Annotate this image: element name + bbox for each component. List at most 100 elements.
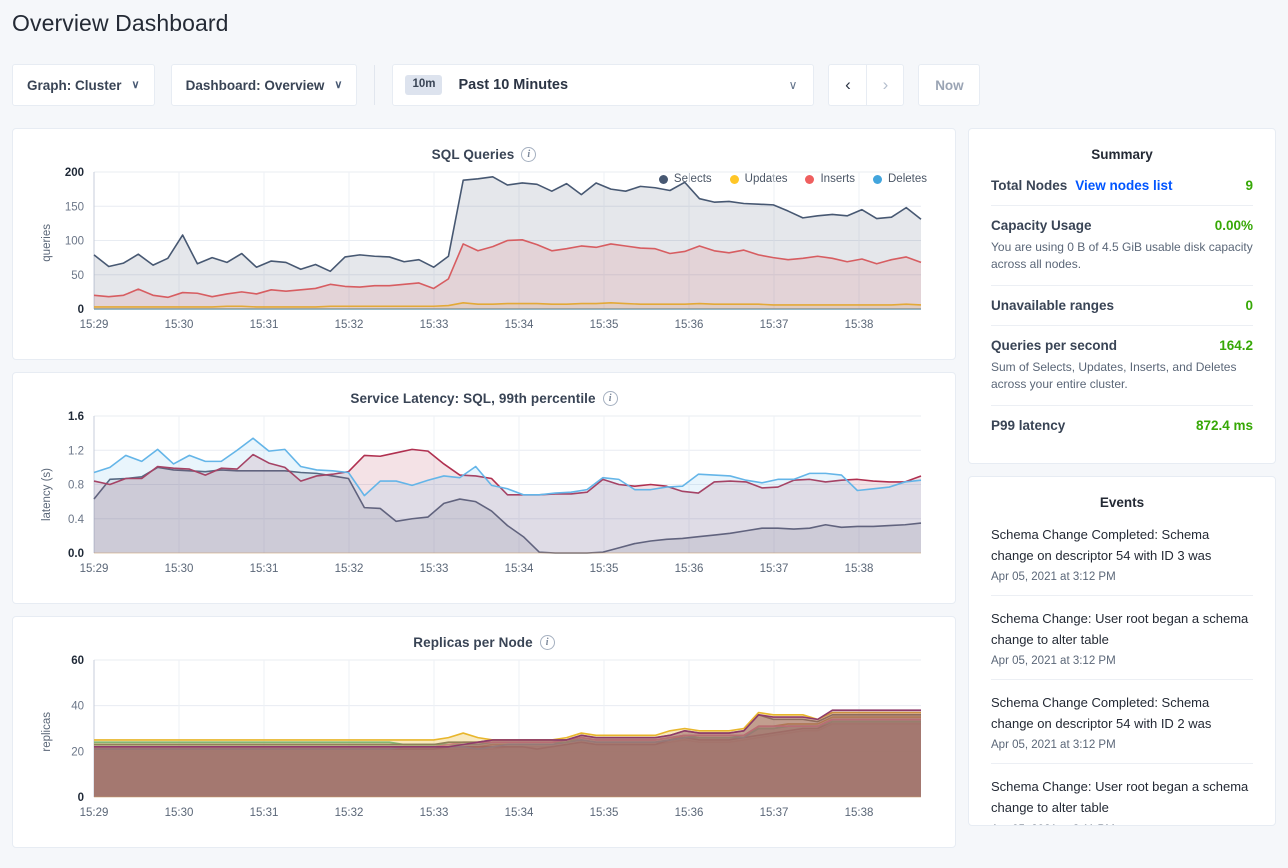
summary-label: Total Nodes bbox=[991, 178, 1068, 193]
summary-row: Unavailable ranges 0 bbox=[991, 285, 1253, 325]
svg-text:15:35: 15:35 bbox=[590, 563, 619, 575]
svg-text:100: 100 bbox=[65, 236, 84, 248]
event-timestamp: Apr 05, 2021 at 3:11 PM bbox=[991, 824, 1253, 826]
summary-row: Capacity Usage 0.00% You are using 0 B of … bbox=[991, 205, 1253, 285]
chevron-down-icon: ∨ bbox=[788, 78, 798, 92]
summary-description: You are using 0 B of 4.5 GiB usable disk… bbox=[991, 240, 1253, 272]
summary-row-head: P99 latency 872.4 ms bbox=[991, 418, 1253, 433]
info-icon[interactable]: i bbox=[539, 635, 555, 650]
svg-text:0.4: 0.4 bbox=[68, 514, 85, 526]
legend-item-inserts[interactable]: Inserts bbox=[805, 173, 855, 185]
previous-range-button[interactable]: ‹ bbox=[828, 64, 867, 106]
y-axis-label: queries bbox=[41, 224, 53, 262]
info-icon[interactable]: i bbox=[521, 147, 537, 162]
time-range-picker[interactable]: 10m Past 10 Minutes ∨ bbox=[392, 64, 815, 106]
summary-label: Queries per second bbox=[991, 338, 1118, 354]
event-timestamp: Apr 05, 2021 at 3:12 PM bbox=[991, 739, 1116, 752]
chevron-down-icon: ∨ bbox=[131, 78, 140, 91]
svg-text:15:36: 15:36 bbox=[675, 807, 704, 819]
now-button[interactable]: Now bbox=[918, 64, 981, 106]
time-nav-arrows: ‹ › bbox=[828, 64, 905, 106]
events-panel: Events Schema Change Completed: Schema c… bbox=[968, 476, 1276, 827]
svg-text:15:38: 15:38 bbox=[845, 563, 874, 575]
svg-text:0.8: 0.8 bbox=[68, 480, 84, 492]
svg-text:15:33: 15:33 bbox=[420, 319, 449, 331]
svg-text:15:29: 15:29 bbox=[80, 319, 109, 331]
dashboard-dropdown[interactable]: Dashboard: Overview ∨ bbox=[170, 64, 358, 106]
sidebar-column: Summary Total Nodes View nodes list 9 Capac… bbox=[968, 128, 1276, 827]
plot-replicas-per-node[interactable]: replicas 0 20 40 60 15:29 15:30 15:31 15:32 15:3… bbox=[13, 650, 955, 825]
svg-text:0: 0 bbox=[78, 304, 84, 316]
event-text: Schema Change Completed: Schema change o… bbox=[991, 695, 1212, 732]
chart-svg-sql-queries: 0 50 100 150 200 15:29 15:30 15:31 15:32 15:33 15:… bbox=[65, 167, 922, 331]
svg-text:15:32: 15:32 bbox=[335, 563, 364, 575]
summary-row: Queries per second 164.2 Sum of Selects, U… bbox=[991, 325, 1253, 405]
summary-row: P99 latency 872.4 ms bbox=[991, 405, 1253, 445]
chart-svg-service-latency: 0.0 0.4 0.8 1.2 1.6 15:29 15:30 15:31 15:32 15:33… bbox=[68, 411, 922, 575]
legend-dot-icon bbox=[873, 174, 882, 184]
svg-text:15:33: 15:33 bbox=[420, 563, 449, 575]
svg-text:15:34: 15:34 bbox=[505, 319, 534, 331]
legend-item-updates[interactable]: Updates bbox=[729, 173, 788, 185]
legend-label: Updates bbox=[744, 173, 788, 185]
svg-text:15:30: 15:30 bbox=[165, 319, 194, 331]
legend-label: Inserts bbox=[820, 173, 855, 185]
next-range-button[interactable]: › bbox=[866, 64, 905, 106]
legend-item-selects[interactable]: Selects bbox=[658, 173, 712, 185]
y-axis-label: replicas bbox=[41, 712, 53, 752]
dashboard-content: SQL Queries i Selects Updates Inserts bbox=[0, 128, 1288, 868]
summary-row: Total Nodes View nodes list 9 bbox=[991, 176, 1253, 205]
chart-legend-sql-queries: Selects Updates Inserts Deletes bbox=[658, 173, 927, 185]
event-text: Schema Change: User root began a schema … bbox=[991, 779, 1249, 816]
chevron-down-icon: ∨ bbox=[334, 78, 343, 91]
summary-label: Unavailable ranges bbox=[991, 298, 1115, 314]
svg-text:15:36: 15:36 bbox=[675, 563, 704, 575]
summary-row-head: Queries per second 164.2 bbox=[991, 338, 1253, 353]
svg-text:15:37: 15:37 bbox=[760, 563, 789, 575]
summary-label: P99 latency bbox=[991, 418, 1066, 434]
svg-text:40: 40 bbox=[71, 701, 84, 713]
event-item[interactable]: Schema Change Completed: Schema change o… bbox=[991, 524, 1253, 595]
event-item[interactable]: Schema Change: User root began a schema … bbox=[991, 763, 1253, 826]
event-timestamp: Apr 05, 2021 at 3:12 PM bbox=[991, 655, 1116, 668]
chart-title-text: SQL Queries bbox=[431, 147, 515, 162]
plot-sql-queries[interactable]: queries 0 50 100 150 200 15:29 15:30 15:31 15:32… bbox=[13, 162, 955, 337]
graph-dropdown[interactable]: Graph: Cluster ∨ bbox=[12, 64, 155, 106]
view-nodes-list-link[interactable]: View nodes list bbox=[1075, 178, 1173, 193]
plot-service-latency[interactable]: latency (s) 0.0 0.4 0.8 1.2 1.6 15:29 15:30 15:… bbox=[13, 406, 955, 581]
summary-title: Summary bbox=[1091, 147, 1153, 162]
svg-text:15:33: 15:33 bbox=[420, 807, 449, 819]
svg-text:15:31: 15:31 bbox=[250, 563, 279, 575]
legend-label: Selects bbox=[673, 173, 712, 185]
legend-dot-icon bbox=[729, 174, 739, 184]
toolbar-divider bbox=[374, 65, 376, 105]
event-text: Schema Change: User root began a schema … bbox=[991, 611, 1249, 648]
legend-item-deletes[interactable]: Deletes bbox=[873, 173, 927, 185]
svg-text:15:32: 15:32 bbox=[335, 319, 364, 331]
svg-text:15:29: 15:29 bbox=[80, 563, 109, 575]
info-icon[interactable]: i bbox=[602, 391, 618, 406]
svg-text:1.6: 1.6 bbox=[68, 411, 84, 423]
toolbar: Graph: Cluster ∨ Dashboard: Overview ∨ 1… bbox=[12, 64, 981, 106]
svg-text:15:32: 15:32 bbox=[335, 807, 364, 819]
summary-description: Sum of Selects, Updates, Inserts, and De… bbox=[991, 360, 1237, 392]
graph-dropdown-label: Graph: Cluster bbox=[27, 77, 122, 93]
chart-card-sql-queries: SQL Queries i Selects Updates Inserts bbox=[12, 128, 956, 360]
svg-text:20: 20 bbox=[71, 746, 84, 758]
charts-column: SQL Queries i Selects Updates Inserts bbox=[12, 128, 956, 860]
summary-value: 0 bbox=[1245, 298, 1253, 314]
chart-card-service-latency: Service Latency: SQL, 99th percentile i … bbox=[12, 372, 956, 604]
svg-text:15:31: 15:31 bbox=[250, 807, 279, 819]
event-item[interactable]: Schema Change: User root began a schema … bbox=[991, 595, 1253, 679]
time-range-badge: 10m bbox=[405, 75, 443, 95]
svg-text:0.0: 0.0 bbox=[68, 548, 84, 560]
event-item[interactable]: Schema Change Completed: Schema change o… bbox=[991, 679, 1253, 763]
svg-text:15:36: 15:36 bbox=[675, 319, 704, 331]
svg-text:15:34: 15:34 bbox=[505, 563, 534, 575]
svg-text:15:34: 15:34 bbox=[505, 807, 534, 819]
summary-value: 9 bbox=[1245, 178, 1253, 193]
dashboard-dropdown-label: Dashboard: Overview bbox=[185, 77, 325, 93]
summary-body: Total Nodes View nodes list 9 Capacity Usag… bbox=[969, 176, 1275, 463]
svg-text:15:35: 15:35 bbox=[590, 807, 619, 819]
